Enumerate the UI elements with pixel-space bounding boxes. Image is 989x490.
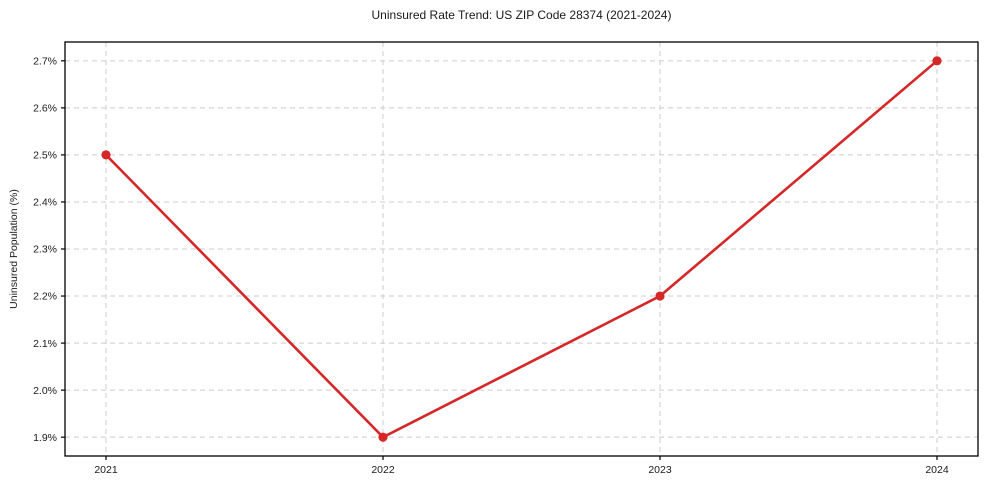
trend-line — [104, 59, 939, 439]
y-tick-label: 2.0% — [33, 385, 57, 397]
data-point-2021 — [101, 150, 111, 160]
y-tick-label: 2.6% — [33, 103, 57, 115]
x-tick-label: 2022 — [371, 464, 395, 476]
x-tick-label: 2021 — [94, 464, 118, 476]
y-tick-label: 2.2% — [33, 291, 57, 303]
x-tick-label: 2024 — [925, 464, 949, 476]
y-tick-label: 2.4% — [33, 197, 57, 209]
data-point-2024 — [932, 56, 942, 66]
data-point-2022 — [378, 432, 388, 442]
y-tick-label: 1.9% — [33, 432, 57, 444]
x-tick-label: 2023 — [648, 464, 672, 476]
data-point-2023 — [655, 291, 665, 301]
y-tick-label: 2.7% — [33, 55, 57, 67]
chart-title: Uninsured Rate Trend: US ZIP Code 28374 … — [371, 8, 672, 22]
y-tick-label: 2.3% — [33, 244, 57, 256]
y-tick-label: 2.1% — [33, 338, 57, 350]
y-tick-label: 2.5% — [33, 150, 57, 162]
